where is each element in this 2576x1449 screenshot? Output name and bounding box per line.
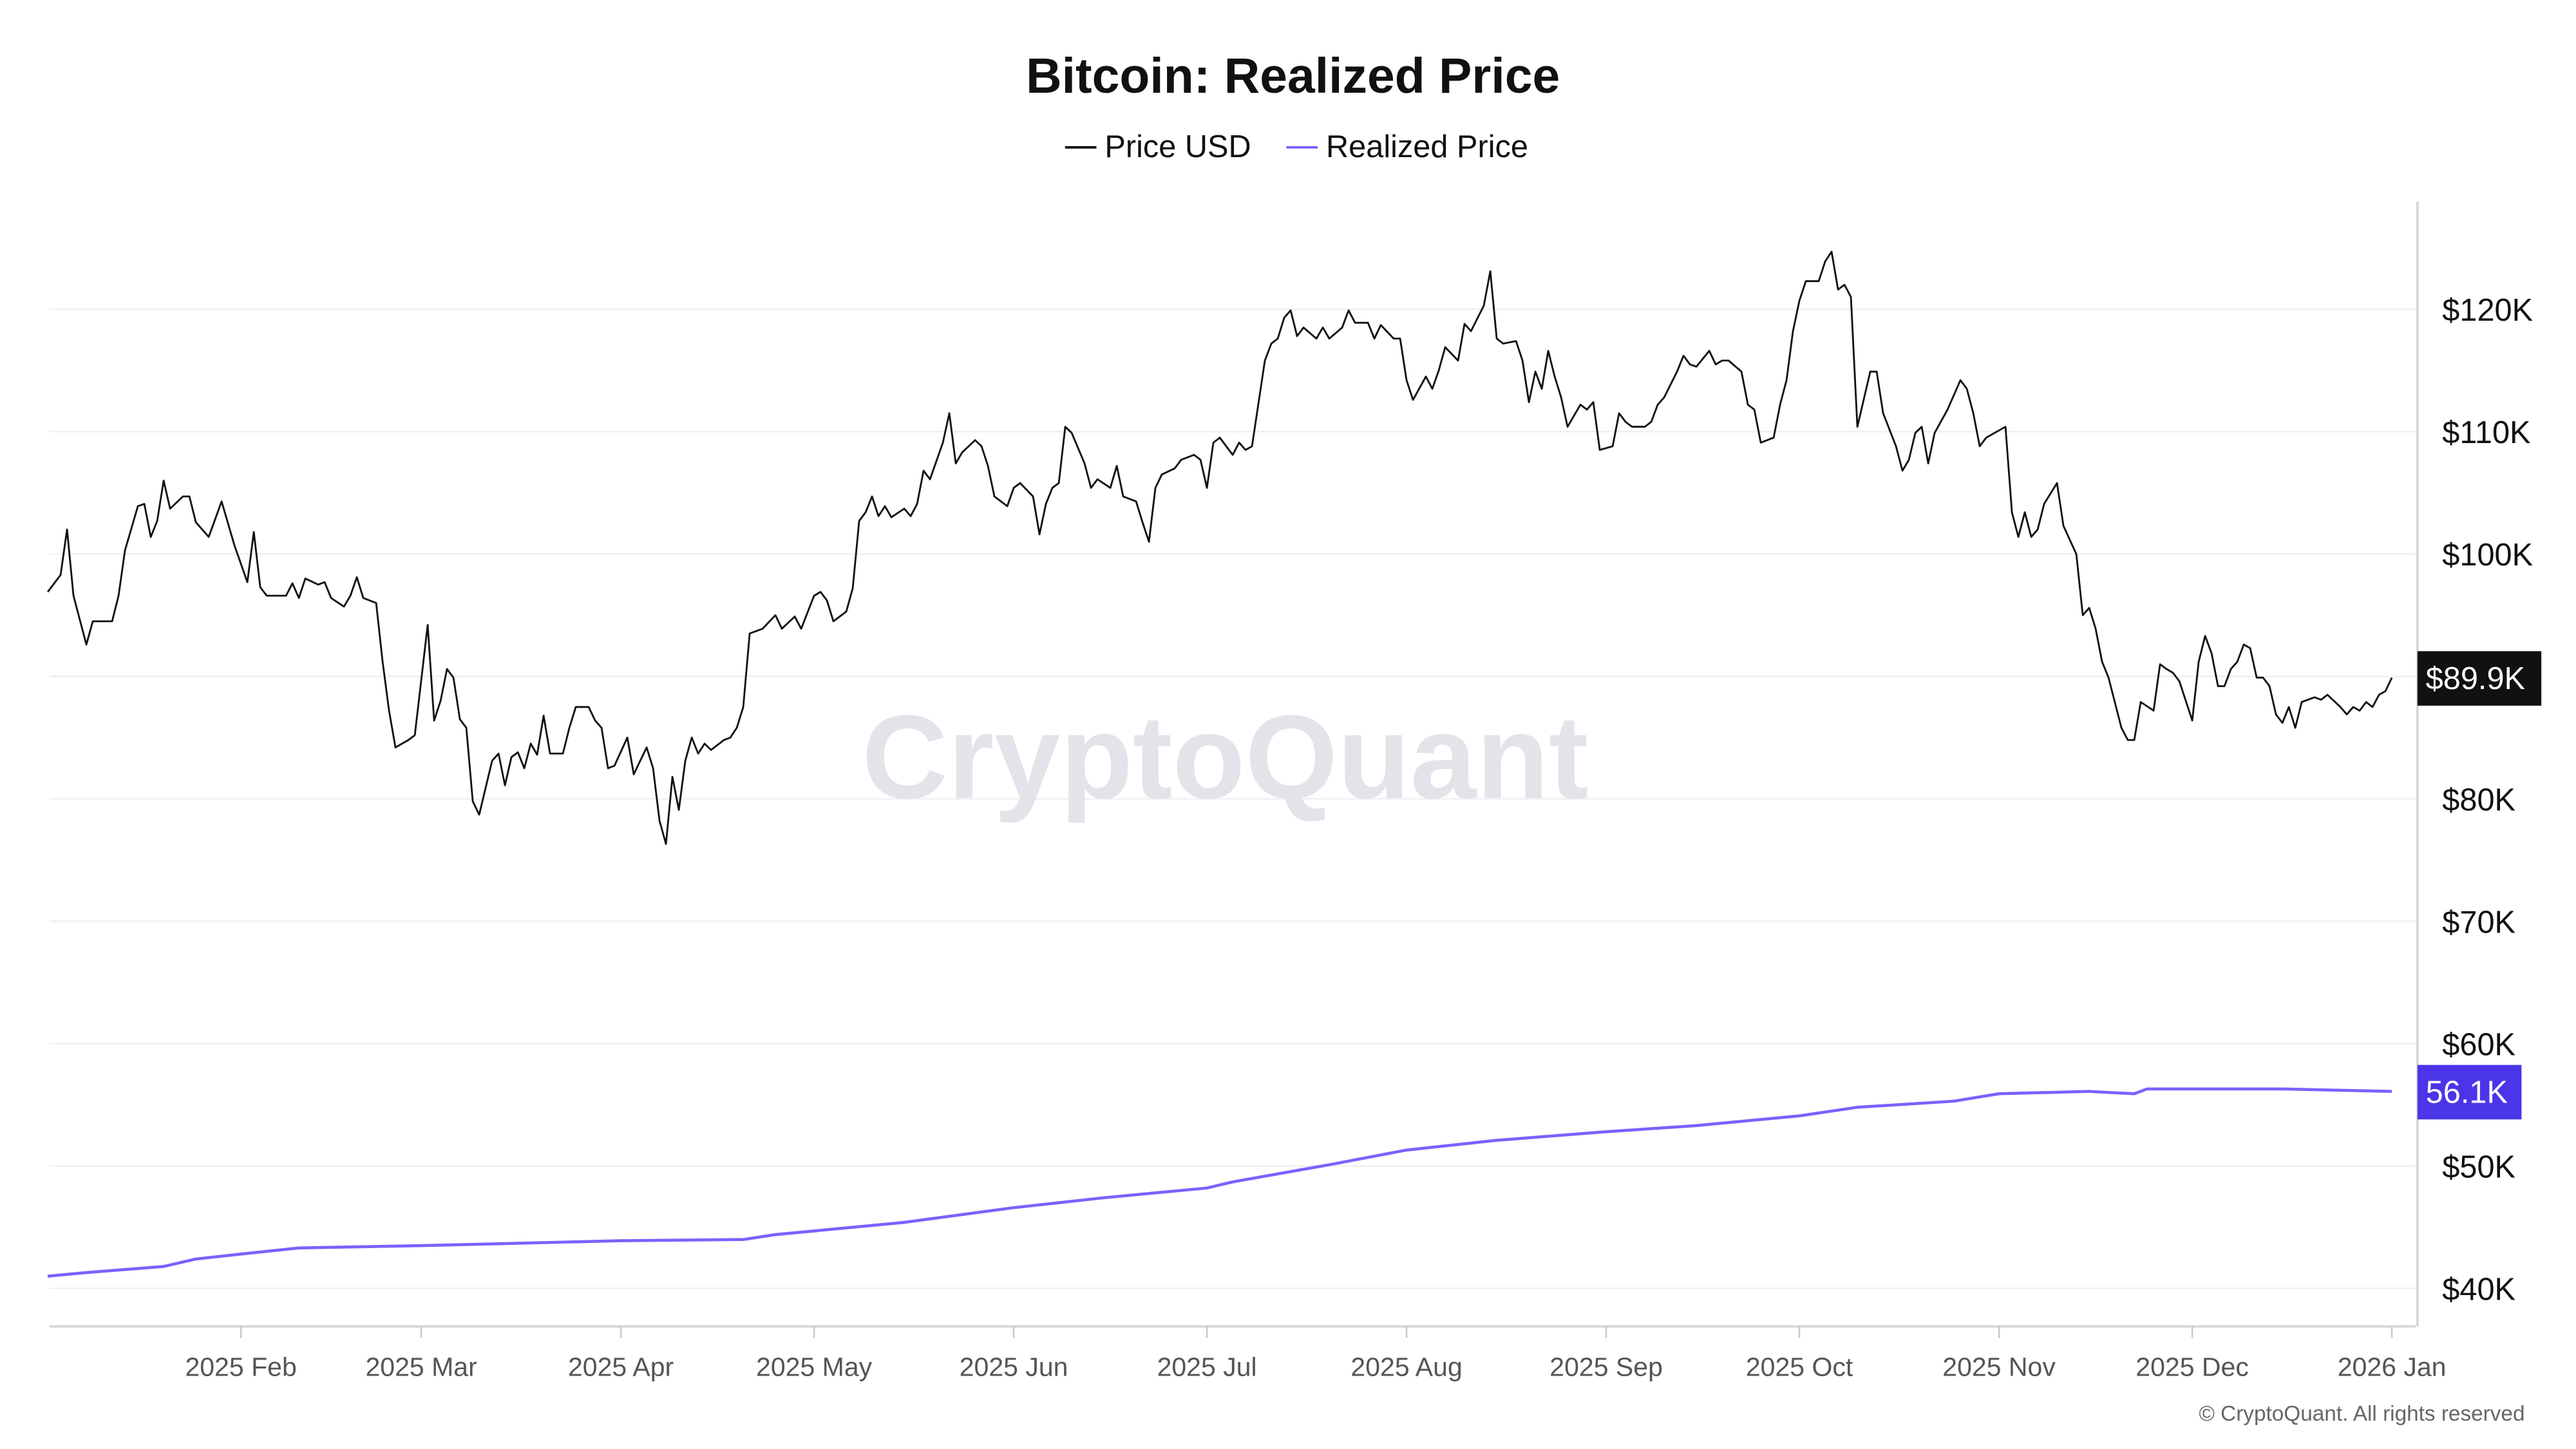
price-usd-line — [46, 251, 2393, 846]
x-tick-label: 2025 Oct — [1746, 1352, 1853, 1382]
y-tick-label: $70K — [2442, 905, 2515, 940]
y-tick-label: $60K — [2442, 1027, 2515, 1062]
y-tick-label: $120K — [2442, 293, 2533, 328]
last-value-badge-bg — [2417, 651, 2542, 706]
y-axis: $40K $50K $60K $70K $80K $100K $110K $120K — [2442, 293, 2533, 1307]
realized-last-value-badge: 56.1K — [2426, 1075, 2508, 1110]
x-tick-label: 2025 Apr — [568, 1352, 674, 1382]
watermark-logo: CryptoQuant — [862, 691, 1589, 824]
legend-item-realized-price[interactable]: Realized Price — [1286, 129, 1528, 164]
realized-price-line — [47, 1087, 2392, 1278]
y-tick-label: $40K — [2442, 1273, 2515, 1307]
x-tick-label: 2025 Jun — [960, 1352, 1068, 1382]
x-tick-label: 2025 Sep — [1549, 1352, 1663, 1382]
plot-area — [46, 251, 2393, 1278]
x-tick-label: 2025 Mar — [365, 1352, 477, 1382]
gridlines — [49, 308, 2416, 1289]
x-tick-label: 2025 Jul — [1157, 1352, 1257, 1382]
chart-title: Bitcoin: Realized Price — [1026, 48, 1560, 104]
last-value-badge-bg — [2417, 1065, 2522, 1120]
x-tick-label: 2026 Jan — [2338, 1352, 2447, 1382]
x-axis: 2025 Feb 2025 Mar 2025 Apr 2025 May 2025 Jun… — [185, 1326, 2447, 1382]
y-tick-label: $110K — [2442, 415, 2530, 450]
legend-label-realized: Realized Price — [1326, 129, 1528, 164]
y-tick-label: $50K — [2442, 1150, 2515, 1185]
x-tick-label: 2025 Feb — [185, 1352, 296, 1382]
y-tick-label: $80K — [2442, 782, 2515, 817]
legend: Price USD Realized Price — [1065, 129, 1528, 164]
copyright: © CryptoQuant. All rights reserved — [2199, 1402, 2524, 1426]
x-tick-label: 2025 Dec — [2136, 1352, 2249, 1382]
legend-label-price: Price USD — [1104, 129, 1251, 164]
last-value-badges: $89.9K 56.1K — [2417, 651, 2542, 1120]
y-tick-label: $100K — [2442, 538, 2533, 573]
legend-item-price-usd[interactable]: Price USD — [1065, 129, 1251, 164]
x-tick-label: 2025 Nov — [1942, 1352, 2056, 1382]
x-tick-label: 2025 Aug — [1350, 1352, 1462, 1382]
price-last-value-badge: $89.9K — [2426, 661, 2525, 696]
x-tick-label: 2025 May — [756, 1352, 873, 1382]
